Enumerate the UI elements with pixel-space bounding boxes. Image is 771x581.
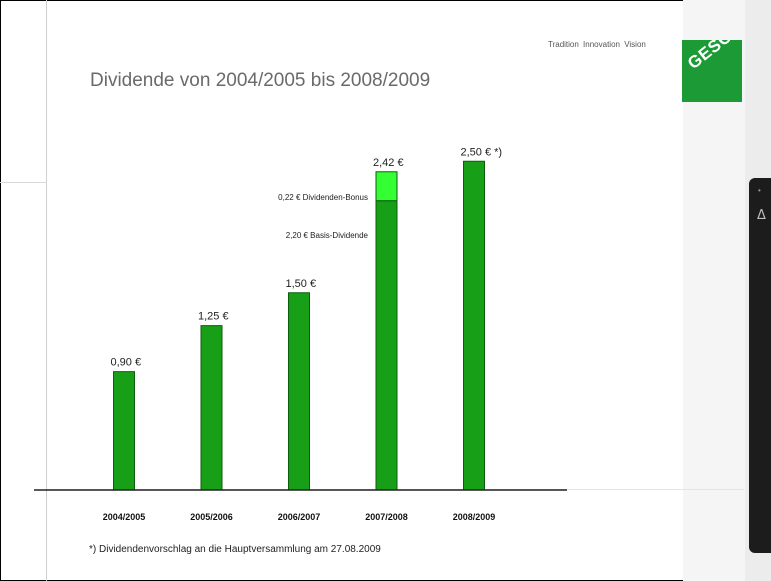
bar-2008/2009	[463, 160, 485, 491]
annotation-bonus: 0,22 € Dividenden-Bonus	[278, 193, 368, 202]
bar-2006/2007	[288, 292, 310, 491]
data-label-2004/2005: 0,90 €	[111, 357, 142, 369]
bonus-segment-2007/2008	[375, 171, 398, 202]
tick-label-2007/2008: 2007/2008	[365, 512, 408, 522]
device-triangle-icon: Δ	[757, 208, 766, 223]
data-label-2008/2009: 2,50 € *)	[461, 146, 503, 158]
device-dot-icon: •	[758, 186, 761, 195]
page-title: Dividende von 2004/2005 bis 2008/2009	[90, 70, 431, 91]
tick-label-2005/2006: 2005/2006	[190, 512, 233, 522]
slide-divider	[0, 182, 47, 183]
bar-2004/2005	[113, 371, 135, 491]
tick-label-2004/2005: 2004/2005	[103, 512, 146, 522]
slide-left-border	[46, 0, 47, 581]
data-label-2005/2006: 1,25 €	[198, 311, 229, 323]
gesco-logo: GESCO	[682, 40, 742, 102]
tick-label-2006/2007: 2006/2007	[278, 512, 321, 522]
tick-label-2008/2009: 2008/2009	[453, 512, 496, 522]
bar-2007/2008	[375, 200, 398, 491]
data-label-2007/2008: 2,42 €	[373, 157, 404, 169]
annotation-basis: 2,20 € Basis-Dividende	[286, 231, 369, 240]
footnote: *) Dividendenvorschlag an die Hauptversa…	[89, 544, 381, 555]
data-label-2006/2007: 1,50 €	[286, 278, 317, 290]
slide-tagline: Tradition Innovation Vision	[548, 40, 646, 49]
bar-2005/2006	[200, 325, 223, 491]
device-edge	[749, 178, 771, 553]
